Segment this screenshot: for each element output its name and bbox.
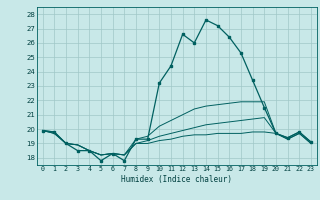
X-axis label: Humidex (Indice chaleur): Humidex (Indice chaleur) — [121, 175, 232, 184]
